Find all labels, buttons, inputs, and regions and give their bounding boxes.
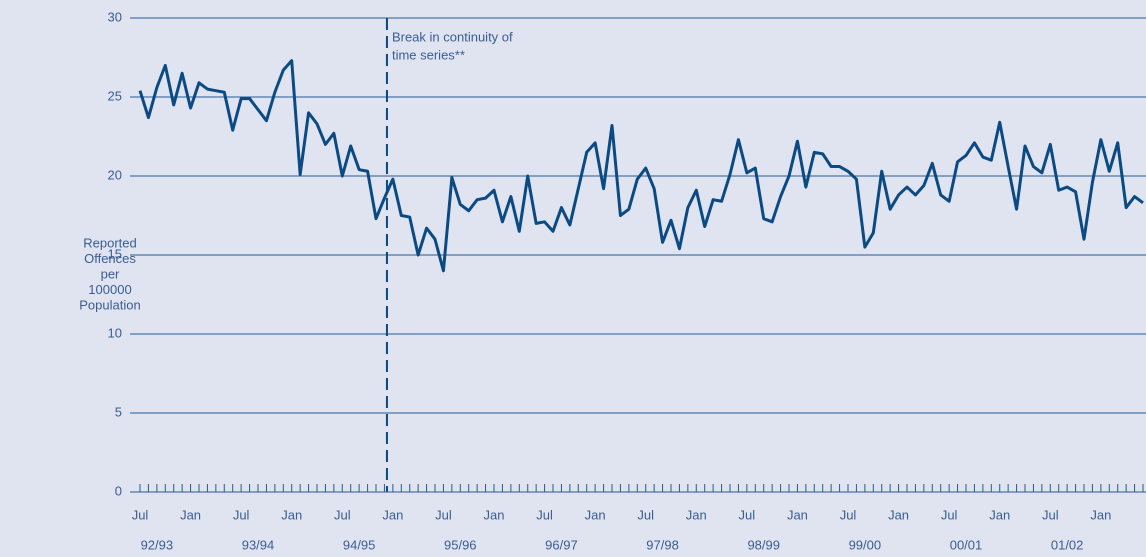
period-label: 97/98 (646, 537, 679, 552)
x-tick-label: Jul (334, 507, 351, 522)
period-label: 93/94 (242, 537, 275, 552)
y-axis-label: Reported (83, 235, 136, 250)
period-label: 96/97 (545, 537, 578, 552)
x-tick-label: Jul (840, 507, 857, 522)
period-label: 00/01 (950, 537, 983, 552)
period-label: 95/96 (444, 537, 477, 552)
period-label: 92/93 (141, 537, 174, 552)
x-tick-label: Jul (233, 507, 250, 522)
y-tick-label: 0 (115, 483, 122, 498)
y-tick-label: 15 (108, 246, 122, 261)
y-tick-label: 10 (108, 325, 122, 340)
annotation: time series** (392, 47, 465, 62)
y-tick-label: 30 (108, 9, 122, 24)
y-axis-label: Population (79, 297, 140, 312)
x-tick-label: Jul (739, 507, 756, 522)
y-tick-label: 20 (108, 167, 122, 182)
x-tick-label: Jan (1090, 507, 1111, 522)
period-label: 98/99 (747, 537, 780, 552)
x-tick-label: Jan (585, 507, 606, 522)
x-tick-label: Jan (484, 507, 505, 522)
x-tick-label: Jan (180, 507, 201, 522)
y-tick-label: 5 (115, 404, 122, 419)
x-tick-label: Jan (888, 507, 909, 522)
period-label: 99/00 (849, 537, 882, 552)
x-tick-label: Jul (637, 507, 654, 522)
y-axis-label: 100000 (88, 282, 131, 297)
x-tick-label: Jul (941, 507, 958, 522)
x-tick-label: Jan (382, 507, 403, 522)
data-line (138, 59, 1144, 273)
x-tick-label: Jul (435, 507, 452, 522)
x-tick-label: Jul (1042, 507, 1059, 522)
x-tick-label: Jan (787, 507, 808, 522)
y-axis-label: Offences (84, 251, 136, 266)
x-tick-label: Jan (989, 507, 1010, 522)
x-tick-label: Jul (132, 507, 149, 522)
x-tick-label: Jan (281, 507, 302, 522)
period-label: 01/02 (1051, 537, 1084, 552)
y-tick-label: 25 (108, 88, 122, 103)
x-tick-label: Jul (536, 507, 553, 522)
annotation: Break in continuity of (392, 29, 513, 44)
y-axis-label: per (101, 266, 120, 281)
period-label: 94/95 (343, 537, 376, 552)
x-tick-label: Jan (686, 507, 707, 522)
